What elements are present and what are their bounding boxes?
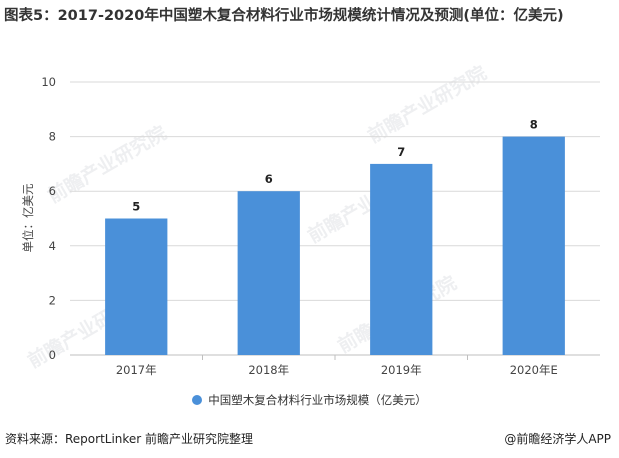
y-axis-label: 单位：亿美元 xyxy=(21,183,35,252)
y-tick-label: 10 xyxy=(41,75,56,89)
y-tick-label: 4 xyxy=(49,239,56,253)
legend-label: 中国塑木复合材料行业市场规模（亿美元） xyxy=(208,393,427,407)
data-label: 6 xyxy=(265,172,273,186)
chart-title: 图表5：2017-2020年中国塑木复合材料行业市场规模统计情况及预测(单位：亿… xyxy=(4,8,564,24)
brand-label: @前瞻经济学人APP xyxy=(504,432,611,446)
y-tick-label: 6 xyxy=(49,184,56,198)
data-label: 5 xyxy=(132,200,140,214)
data-label: 8 xyxy=(530,118,538,132)
x-tick-label: 2020年E xyxy=(510,363,558,377)
x-tick-label: 2019年 xyxy=(381,363,422,377)
source-note: 资料来源：ReportLinker 前瞻产业研究院整理 xyxy=(5,432,254,446)
y-tick-label: 0 xyxy=(49,348,56,362)
x-tick-label: 2018年 xyxy=(248,363,289,377)
data-label: 7 xyxy=(397,145,405,159)
legend-marker xyxy=(192,395,203,405)
bar xyxy=(237,191,300,355)
x-tick-label: 2017年 xyxy=(116,363,157,377)
legend: 中国塑木复合材料行业市场规模（亿美元） xyxy=(0,392,619,408)
y-tick-label: 2 xyxy=(49,293,56,307)
bar xyxy=(370,163,433,355)
y-tick-label: 8 xyxy=(49,130,56,144)
bar xyxy=(502,136,565,355)
bar xyxy=(105,218,168,355)
